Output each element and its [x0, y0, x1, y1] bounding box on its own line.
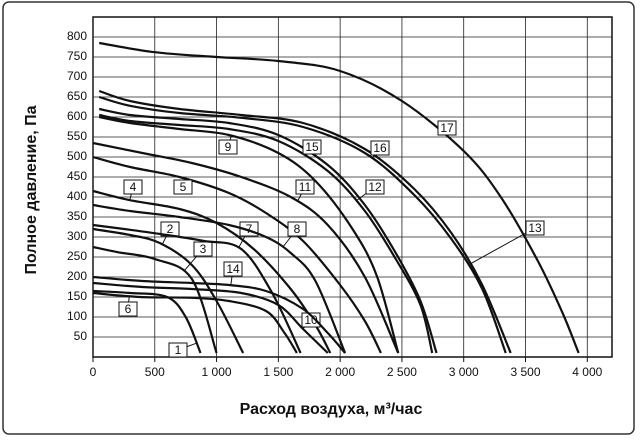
curve [92, 281, 329, 354]
y-tick-label: 550 [67, 129, 87, 143]
curve [98, 41, 580, 354]
series-label: 1 [175, 343, 182, 357]
y-tick-label: 800 [67, 29, 87, 43]
y-tick-label: 600 [67, 109, 87, 123]
y-tick-label: 300 [67, 229, 87, 243]
series-label: 4 [130, 180, 137, 194]
series-label: 2 [167, 222, 174, 236]
label-box [287, 221, 307, 237]
series-label: 8 [294, 222, 301, 236]
y-axis-title: Полное давление, Па [23, 105, 40, 274]
series-label: 5 [180, 180, 187, 194]
label-box [437, 120, 457, 136]
label-box [370, 140, 390, 156]
curve [92, 155, 382, 354]
series-label: 13 [528, 221, 542, 235]
x-tick-label: 2 500 [387, 365, 417, 379]
curve [98, 89, 512, 354]
x-axis-title: Расход воздуха, м³/час [240, 401, 423, 418]
label-box [218, 139, 238, 155]
label-box [365, 179, 385, 195]
label-box [168, 342, 188, 358]
series-label: 17 [440, 121, 454, 135]
label-box [302, 139, 322, 155]
curve [92, 245, 218, 354]
y-tick-label: 700 [67, 69, 87, 83]
y-tick-label: 100 [67, 309, 87, 323]
label-box [295, 179, 315, 195]
series-label: 15 [305, 140, 319, 154]
curve [92, 141, 400, 354]
label-box [301, 312, 321, 328]
series-label: 6 [125, 302, 132, 316]
label-box [525, 220, 545, 236]
x-tick-label: 0 [90, 365, 97, 379]
x-tick-label: 4 000 [572, 365, 602, 379]
curve [98, 95, 507, 354]
x-tick-label: 3 000 [449, 365, 479, 379]
series-label: 7 [246, 222, 253, 236]
y-tick-label: 150 [67, 289, 87, 303]
curve [92, 227, 245, 354]
y-tick-label: 750 [67, 49, 87, 63]
series-label: 12 [368, 180, 382, 194]
label-box [118, 301, 138, 317]
label-box [123, 179, 143, 195]
curve [92, 275, 346, 354]
y-tick-label: 400 [67, 189, 87, 203]
series-label: 9 [225, 140, 232, 154]
label-box [193, 241, 213, 257]
y-tick-label: 50 [74, 329, 88, 343]
curve [92, 203, 347, 354]
y-tick-label: 650 [67, 89, 87, 103]
y-tick-label: 350 [67, 209, 87, 223]
x-tick-label: 2 000 [325, 365, 355, 379]
x-tick-label: 1 500 [263, 365, 293, 379]
x-tick-label: 3 500 [510, 365, 540, 379]
label-box [173, 179, 193, 195]
series-label: 16 [373, 141, 387, 155]
series-label: 10 [304, 313, 318, 327]
y-tick-label: 500 [67, 149, 87, 163]
y-tick-label: 250 [67, 249, 87, 263]
series-label: 3 [200, 242, 207, 256]
series-label: 14 [226, 262, 240, 276]
y-tick-label: 450 [67, 169, 87, 183]
y-tick-label: 200 [67, 269, 87, 283]
x-tick-label: 500 [145, 365, 165, 379]
x-tick-label: 1 000 [202, 365, 232, 379]
series-label: 11 [299, 180, 312, 194]
curve [98, 115, 400, 354]
curve [92, 291, 298, 354]
label-box [223, 261, 243, 277]
